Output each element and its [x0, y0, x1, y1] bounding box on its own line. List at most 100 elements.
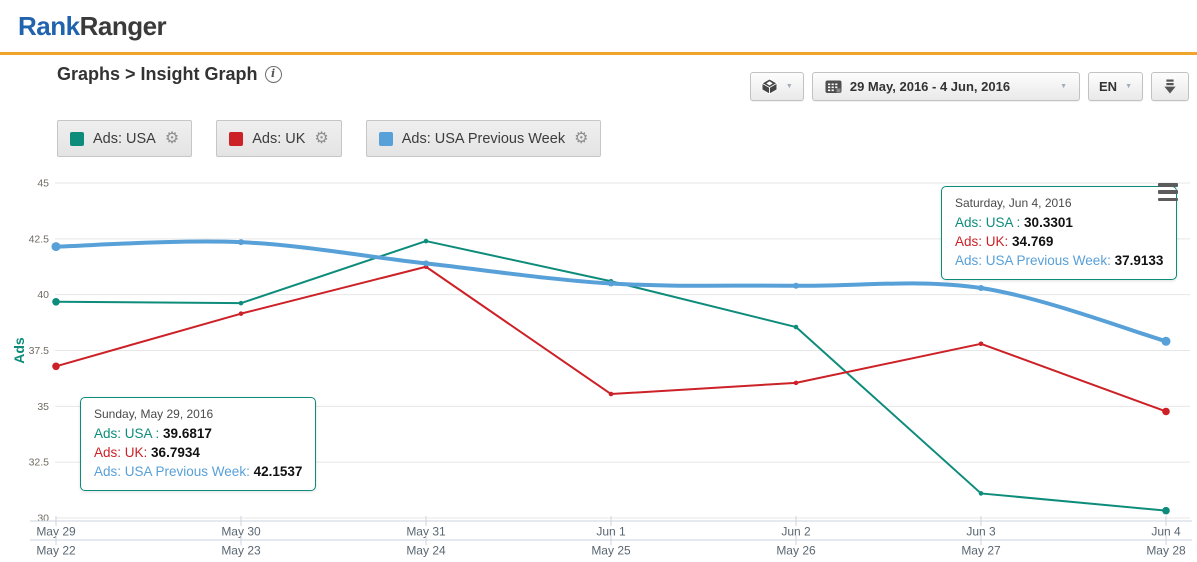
x-axis-tick-label: May 25 — [591, 544, 631, 558]
tooltip-series-label: Ads: UK: — [94, 445, 148, 460]
gear-icon[interactable]: ⚙ — [164, 129, 180, 147]
y-axis-tick-label: 45 — [37, 178, 49, 190]
data-point-ads-uk[interactable] — [238, 311, 244, 316]
legend-button-ads-uk[interactable]: Ads: UK ⚙ — [216, 120, 342, 157]
chevron-down-icon: ▼ — [785, 83, 793, 90]
data-point-ads-usa-previous-week[interactable] — [238, 239, 244, 246]
legend-label: Ads: USA — [93, 130, 156, 147]
x-axis-tick-label: Jun 4 — [1151, 525, 1181, 539]
tooltip-date: Sunday, May 29, 2016 — [94, 407, 214, 421]
legend-label: Ads: UK — [252, 130, 306, 147]
rankranger-logo[interactable]: RankRanger — [18, 10, 167, 42]
y-axis-tick-label: 30 — [37, 513, 49, 525]
x-axis-tick-label: May 23 — [221, 544, 261, 558]
date-range-picker[interactable]: 29 May, 2016 - 4 Jun, 2016 ▼ — [811, 72, 1080, 101]
info-icon[interactable]: i — [264, 66, 282, 83]
tooltip-row: Ads: USA Previous Week: 42.1537 — [94, 462, 302, 481]
tooltip-row: Ads: USA : 39.6817 — [94, 424, 302, 443]
data-point-ads-uk[interactable] — [52, 362, 60, 371]
logo-rank: Rank — [18, 10, 80, 41]
gear-icon[interactable]: ⚙ — [574, 129, 589, 147]
language-label: EN — [1099, 79, 1118, 94]
x-axis-tick-label: May 26 — [776, 544, 816, 558]
legend-button-ads-usa-previous-week[interactable]: Ads: USA Previous Week ⚙ — [365, 120, 602, 157]
tooltip-series-label: Ads: USA : — [94, 426, 160, 441]
tooltip-value: 36.7934 — [151, 445, 200, 460]
package-icon — [761, 78, 778, 95]
x-axis-tick-label: May 29 — [36, 525, 76, 539]
y-axis-title: Ads — [11, 337, 27, 364]
data-point-ads-usa-previous-week[interactable] — [978, 284, 984, 291]
tooltip-series-label: Ads: USA Previous Week: — [955, 253, 1111, 268]
tooltip-date: Saturday, Jun 4, 2016 — [955, 196, 1072, 210]
x-axis-tick-label: May 30 — [221, 525, 261, 539]
data-point-ads-uk[interactable] — [608, 391, 614, 397]
y-axis-tick-label: 35 — [37, 401, 49, 413]
x-axis-tick-label: May 24 — [406, 544, 446, 558]
legend-color-swatch — [229, 131, 244, 146]
x-axis-tick-label: Jun 2 — [781, 525, 811, 539]
page-title: Graphs > Insight Graph i — [57, 64, 282, 85]
toolbar-controls: ▼ 29 May, 2016 - 4 Jun, 2016 ▼ EN ▼ — [749, 72, 1189, 101]
download-icon — [1164, 79, 1176, 93]
chevron-down-icon: ▼ — [1060, 83, 1067, 90]
legend-button-ads-usa[interactable]: Ads: USA ⚙ — [57, 120, 193, 157]
breadcrumb: Graphs > Insight Graph — [57, 64, 258, 84]
x-axis-tick-label: May 27 — [961, 544, 1001, 558]
tooltip-series-label: Ads: UK: — [955, 234, 1009, 249]
x-axis-tick-label: Jun 3 — [966, 525, 996, 539]
data-point-ads-uk[interactable] — [1162, 407, 1170, 416]
data-point-ads-usa[interactable] — [52, 297, 60, 306]
x-axis-tick-label: May 22 — [36, 544, 76, 558]
tooltip-row: Ads: USA : 30.3301 — [955, 213, 1163, 232]
chevron-down-icon: ▼ — [1125, 83, 1132, 90]
y-axis-tick-label: 32.5 — [29, 457, 50, 469]
tooltip-series-label: Ads: USA : — [955, 215, 1021, 230]
tooltip-value: 37.9133 — [1114, 253, 1164, 268]
data-point-ads-usa-previous-week[interactable] — [793, 282, 799, 289]
chart-tooltip-may-29: Sunday, May 29, 2016 Ads: USA : 39.6817 … — [80, 397, 317, 491]
tooltip-value: 30.3301 — [1024, 215, 1073, 230]
x-axis-tick-label: May 31 — [406, 525, 446, 539]
legend-color-swatch — [70, 131, 84, 146]
data-point-ads-uk[interactable] — [793, 380, 799, 386]
download-button[interactable] — [1151, 72, 1189, 101]
data-point-ads-usa-previous-week[interactable] — [1161, 336, 1171, 346]
date-range-label: 29 May, 2016 - 4 Jun, 2016 — [849, 79, 1011, 94]
chart-tooltip-jun-4: Saturday, Jun 4, 2016 Ads: USA : 30.3301… — [941, 186, 1178, 280]
tooltip-value: 39.6817 — [163, 426, 212, 441]
tooltip-series-label: Ads: USA Previous Week: — [94, 464, 250, 479]
insight-chart: 45 42.5 40 37.5 35 32.5 30 Ads May 29 May 30 May 3… — [0, 170, 1197, 562]
y-axis-tick-label: 37.5 — [29, 345, 50, 357]
data-point-ads-usa[interactable] — [978, 491, 984, 496]
chart-canvas[interactable]: 45 42.5 40 37.5 35 32.5 30 Ads May 29 May 30 May 3… — [0, 170, 1197, 562]
data-point-ads-usa[interactable] — [793, 324, 799, 330]
calendar-icon — [825, 80, 842, 93]
data-point-ads-usa[interactable] — [1162, 506, 1170, 515]
logo-ranger: Ranger — [79, 10, 167, 41]
tooltip-value: 42.1537 — [253, 464, 303, 479]
x-axis-tick-label: May 28 — [1146, 544, 1186, 558]
legend-row: Ads: USA ⚙ Ads: UK ⚙ Ads: USA Previous W… — [57, 120, 602, 157]
data-point-ads-usa-previous-week[interactable] — [608, 280, 614, 287]
language-selector[interactable]: EN ▼ — [1088, 72, 1143, 101]
y-axis-tick-label: 40 — [37, 289, 49, 301]
data-point-ads-usa-previous-week[interactable] — [51, 242, 61, 252]
data-point-ads-usa-previous-week[interactable] — [423, 260, 429, 267]
data-point-ads-uk[interactable] — [978, 341, 984, 347]
data-point-ads-usa[interactable] — [423, 238, 429, 244]
tooltip-row: Ads: UK: 36.7934 — [94, 443, 302, 462]
series-line-ads-uk[interactable] — [55, 265, 1167, 413]
package-menu-button[interactable]: ▼ — [749, 72, 804, 101]
chart-menu-icon[interactable] — [1158, 183, 1178, 201]
data-point-ads-usa[interactable] — [238, 300, 244, 306]
y-axis-tick-label: 42.5 — [29, 233, 50, 245]
tooltip-row: Ads: USA Previous Week: 37.9133 — [955, 251, 1163, 270]
app-header: RankRanger — [0, 0, 1197, 55]
legend-label: Ads: USA Previous Week — [401, 130, 566, 147]
x-axis-tick-label: Jun 1 — [596, 525, 626, 539]
gear-icon[interactable]: ⚙ — [314, 129, 329, 147]
tooltip-row: Ads: UK: 34.769 — [955, 232, 1163, 251]
tooltip-value: 34.769 — [1012, 234, 1054, 249]
